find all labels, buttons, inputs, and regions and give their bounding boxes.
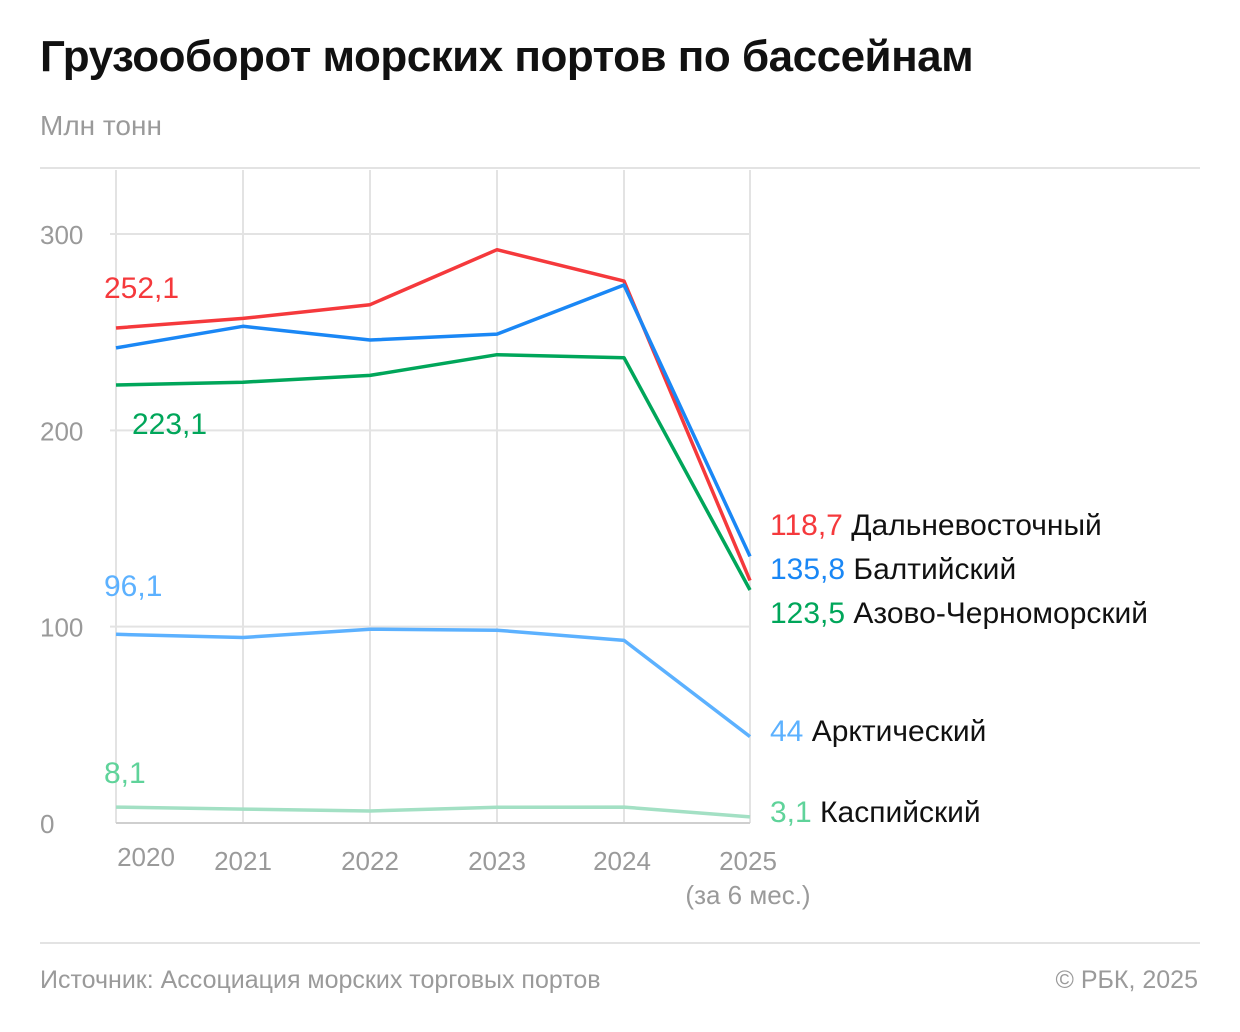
x-tick-label: 2022 <box>341 846 399 876</box>
start-value-label: 8,1 <box>104 757 146 790</box>
x-tick-label: 2021 <box>214 846 272 876</box>
series-name: Каспийский <box>820 796 981 829</box>
x-tick-label: 2025 <box>719 846 777 876</box>
series-name: Азово-Черноморский <box>853 597 1148 630</box>
bottom-divider <box>40 942 1200 944</box>
tick-bg <box>38 805 100 835</box>
end-value: 135,8 <box>770 553 853 586</box>
end-label-Азово-Черноморский: 123,5 Азово-Черноморский <box>770 597 1148 630</box>
series-line-Каспийский <box>115 805 751 819</box>
x-tick-label: 2023 <box>468 846 526 876</box>
end-value: 123,5 <box>770 597 853 630</box>
x-tick-note: (за 6 мес.) <box>685 880 810 910</box>
y-tick-label: 100 <box>40 613 83 643</box>
source-note: Источник: Ассоциация морских торговых по… <box>40 966 601 994</box>
end-value: 3,1 <box>770 796 820 829</box>
y-tick-label: 0 <box>40 809 54 839</box>
series-line-Балтийский <box>115 283 752 558</box>
end-label-Арктический: 44 Арктический <box>770 715 986 748</box>
end-value: 44 <box>770 715 812 748</box>
chart-title: Грузооборот морских портов по бассейнам <box>40 32 974 81</box>
end-label-Дальневосточный: 118,7 Дальневосточный <box>770 509 1102 542</box>
tick-bg <box>38 608 100 639</box>
top-divider <box>40 167 1200 169</box>
copyright: © РБК, 2025 <box>1055 966 1198 994</box>
chart-unit: Млн тонн <box>40 110 162 141</box>
y-tick-label: 200 <box>40 416 83 446</box>
end-value: 118,7 <box>770 509 851 542</box>
x-tick-label: 2024 <box>593 846 651 876</box>
start-value-label: 252,1 <box>104 272 179 305</box>
tick-bg <box>38 412 100 443</box>
series-name: Балтийский <box>853 553 1016 586</box>
end-label-Каспийский: 3,1 Каспийский <box>770 796 981 829</box>
line-chart: 0 100 200 300 2020 2021 2022 2023 2024 2025 (за 6 … <box>38 170 1148 910</box>
series-line-Арктический <box>115 627 752 738</box>
series-line-Азово-Черноморский <box>115 352 752 591</box>
tick-bg <box>38 216 100 246</box>
end-label-Балтийский: 135,8 Балтийский <box>770 553 1016 586</box>
series-name: Дальневосточный <box>851 509 1102 542</box>
x-tick-label: 2020 <box>117 842 175 872</box>
y-tick-label: 300 <box>40 220 83 250</box>
start-value-label: 223,1 <box>132 408 207 441</box>
start-value-label: 96,1 <box>104 570 162 603</box>
series-name: Арктический <box>812 715 987 748</box>
